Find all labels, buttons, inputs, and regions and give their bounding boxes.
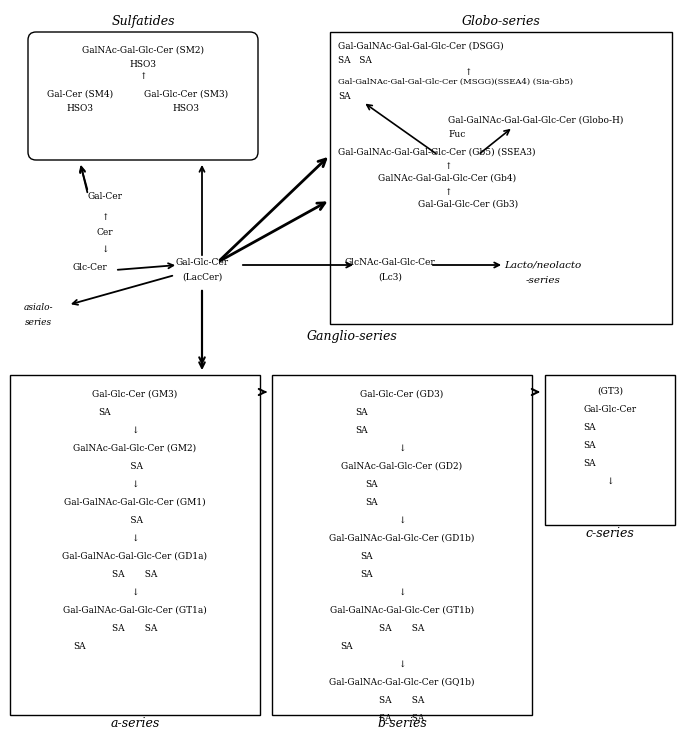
Text: Gal-GalNAc-Gal-Gal-Glc-Cer (DSGG): Gal-GalNAc-Gal-Gal-Glc-Cer (DSGG) — [338, 42, 503, 51]
Text: Gal-Glc-Cer (GD3): Gal-Glc-Cer (GD3) — [360, 390, 444, 399]
Text: Gal-Gal-Glc-Cer (Gb3): Gal-Gal-Glc-Cer (Gb3) — [418, 200, 518, 209]
Text: Fuc: Fuc — [448, 130, 465, 139]
Text: Gal-GalNAc-Gal-Gal-Glc-Cer (Gb5) (SSEA3): Gal-GalNAc-Gal-Gal-Glc-Cer (Gb5) (SSEA3) — [338, 148, 536, 157]
Text: a-series: a-series — [110, 717, 160, 730]
Text: ↓: ↓ — [398, 588, 406, 597]
Text: ↑: ↑ — [464, 68, 472, 77]
Text: SA       SA: SA SA — [379, 714, 425, 723]
Text: Gal-Glc-Cer (GM3): Gal-Glc-Cer (GM3) — [92, 390, 177, 399]
Text: ↑: ↑ — [445, 162, 451, 171]
Text: SA: SA — [356, 408, 369, 417]
Text: SA: SA — [361, 552, 373, 561]
Text: SA: SA — [361, 570, 373, 579]
Text: SA: SA — [356, 426, 369, 435]
Text: SA: SA — [99, 408, 111, 417]
Text: Gal-Glc-Cer: Gal-Glc-Cer — [584, 405, 636, 414]
Text: (GT3): (GT3) — [597, 387, 623, 396]
Text: ↑: ↑ — [445, 188, 451, 197]
Text: (Lc3): (Lc3) — [378, 273, 402, 282]
Text: Gal-GalNAc-Gal-Glc-Cer (GM1): Gal-GalNAc-Gal-Glc-Cer (GM1) — [64, 498, 206, 507]
Text: Gal-GalNAc-Gal-Glc-Cer (GD1b): Gal-GalNAc-Gal-Glc-Cer (GD1b) — [329, 534, 475, 543]
Text: c-series: c-series — [586, 527, 634, 540]
Text: SA: SA — [340, 642, 353, 651]
Text: SA       SA: SA SA — [112, 570, 158, 579]
Text: HSO3: HSO3 — [129, 60, 156, 69]
Text: SA       SA: SA SA — [112, 624, 158, 633]
Bar — [272, 375, 532, 715]
Text: Gal-GalNAc-Gal-Glc-Cer (GT1a): Gal-GalNAc-Gal-Glc-Cer (GT1a) — [63, 606, 207, 615]
Text: ↓: ↓ — [132, 426, 139, 435]
Text: asialo-: asialo- — [23, 303, 53, 312]
Text: Globo-series: Globo-series — [462, 15, 540, 28]
Text: GalNAc-Gal-Gal-Glc-Cer (Gb4): GalNAc-Gal-Gal-Glc-Cer (Gb4) — [378, 174, 516, 183]
Text: GlcNAc-Gal-Glc-Cer: GlcNAc-Gal-Glc-Cer — [345, 258, 436, 267]
Text: Gal-GalNAc-Gal-Glc-Cer (GD1a): Gal-GalNAc-Gal-Glc-Cer (GD1a) — [62, 552, 208, 561]
Text: SA       SA: SA SA — [379, 696, 425, 705]
Text: Lacto/neolacto: Lacto/neolacto — [504, 260, 582, 269]
Text: HSO3: HSO3 — [66, 104, 93, 113]
Text: Gal-GalNAc-Gal-Gal-Glc-Cer (Globo-H): Gal-GalNAc-Gal-Gal-Glc-Cer (Globo-H) — [448, 116, 623, 125]
Text: Gal-Glc-Cer: Gal-Glc-Cer — [175, 258, 229, 267]
Text: HSO3: HSO3 — [173, 104, 199, 113]
Text: ↓: ↓ — [606, 477, 614, 486]
Text: ↓: ↓ — [398, 516, 406, 525]
Text: Gal-GalNAc-Gal-Glc-Cer (GQ1b): Gal-GalNAc-Gal-Glc-Cer (GQ1b) — [329, 678, 475, 687]
Text: Sulfatides: Sulfatides — [111, 15, 175, 28]
Bar — [10, 375, 260, 715]
Text: -series: -series — [525, 276, 560, 285]
Text: ↑: ↑ — [139, 72, 147, 81]
Text: Gal-Cer: Gal-Cer — [88, 192, 123, 201]
Text: ↓: ↓ — [398, 444, 406, 453]
Text: ↓: ↓ — [132, 588, 139, 597]
Text: SA: SA — [366, 498, 378, 507]
Text: SA: SA — [116, 516, 143, 525]
Text: Gal-GalNAc-Gal-Gal-Glc-Cer (MSGG)(SSEA4) (Sia-Gb5): Gal-GalNAc-Gal-Gal-Glc-Cer (MSGG)(SSEA4)… — [338, 78, 573, 86]
Text: SA: SA — [338, 92, 351, 101]
Text: Gal-Glc-Cer (SM3): Gal-Glc-Cer (SM3) — [144, 90, 228, 99]
Text: Ganglio-series: Ganglio-series — [307, 330, 397, 343]
Text: series: series — [25, 318, 51, 327]
Text: b-series: b-series — [377, 717, 427, 730]
Text: SA: SA — [584, 441, 597, 450]
Text: GalNAc-Gal-Glc-Cer (GM2): GalNAc-Gal-Glc-Cer (GM2) — [73, 444, 197, 453]
Text: SA: SA — [366, 480, 378, 489]
Bar — [545, 375, 675, 525]
Text: SA       SA: SA SA — [379, 624, 425, 633]
Text: SA   SA: SA SA — [338, 56, 372, 65]
Text: SA: SA — [74, 642, 86, 651]
Text: GalNAc-Gal-Glc-Cer (GD2): GalNAc-Gal-Glc-Cer (GD2) — [341, 462, 462, 471]
Text: GalNAc-Gal-Glc-Cer (SM2): GalNAc-Gal-Glc-Cer (SM2) — [82, 46, 204, 55]
Text: ↓: ↓ — [132, 480, 139, 489]
Text: ↓: ↓ — [101, 245, 109, 254]
Text: (LacCer): (LacCer) — [182, 273, 222, 282]
Text: Gal-GalNAc-Gal-Glc-Cer (GT1b): Gal-GalNAc-Gal-Glc-Cer (GT1b) — [330, 606, 474, 615]
Text: ↓: ↓ — [398, 660, 406, 669]
Text: ↑: ↑ — [101, 213, 109, 222]
Text: Cer: Cer — [97, 228, 113, 237]
Text: Glc-Cer: Glc-Cer — [73, 263, 108, 272]
Text: SA: SA — [584, 423, 597, 432]
Text: SA: SA — [116, 462, 143, 471]
Text: Gal-Cer (SM4): Gal-Cer (SM4) — [47, 90, 113, 99]
Text: SA: SA — [584, 459, 597, 468]
FancyBboxPatch shape — [28, 32, 258, 160]
Text: ↓: ↓ — [132, 534, 139, 543]
Bar — [330, 32, 672, 324]
